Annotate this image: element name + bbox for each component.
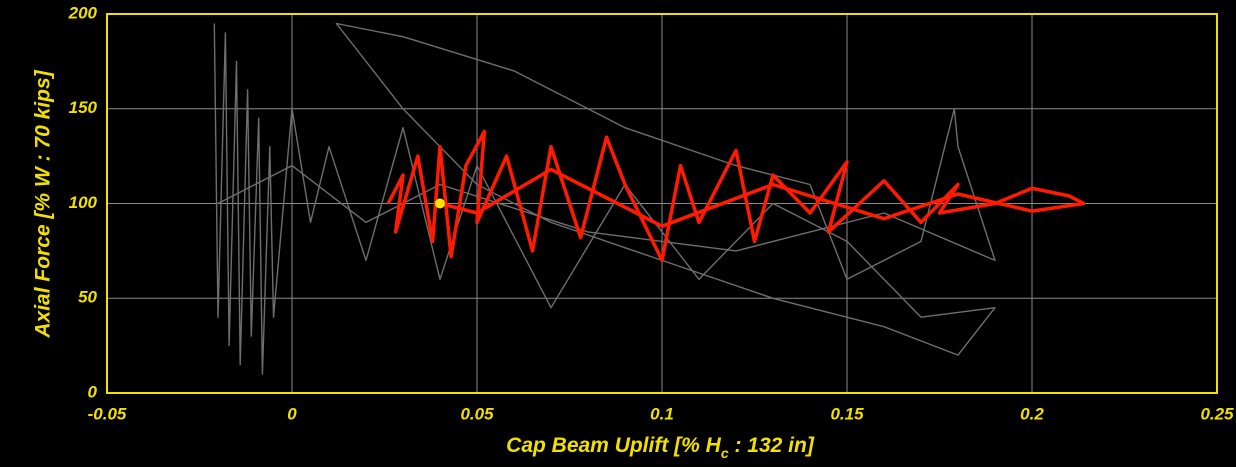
- y-axis-label: Axial Force [% W : 70 kips]: [32, 69, 55, 338]
- x-tick-label: 0.25: [1200, 404, 1234, 423]
- y-tick-label: 100: [69, 193, 98, 212]
- y-tick-label: 0: [88, 382, 98, 401]
- x-tick-label: 0.1: [650, 404, 674, 423]
- background: [0, 0, 1236, 467]
- x-tick-label: 0: [287, 404, 297, 423]
- y-tick-label: 200: [68, 3, 98, 22]
- x-label-sub: c: [721, 445, 729, 461]
- x-tick-label: 0.2: [1020, 404, 1044, 423]
- x-tick-label: -0.05: [88, 404, 127, 423]
- x-label-rest: : 132 in]: [729, 434, 815, 457]
- current-point: [435, 199, 445, 209]
- y-tick-label: 150: [69, 98, 98, 117]
- x-tick-label: 0.05: [460, 404, 494, 423]
- x-tick-label: 0.15: [830, 404, 864, 423]
- x-label-main: Cap Beam Uplift [% H: [506, 434, 722, 457]
- y-tick-label: 50: [78, 288, 97, 307]
- chart: Cap Beam Uplift [% Hc : 132 in] Axial Fo…: [0, 0, 1236, 467]
- page: {"chart_data": {"type": "line", "xlabel"…: [0, 0, 1236, 467]
